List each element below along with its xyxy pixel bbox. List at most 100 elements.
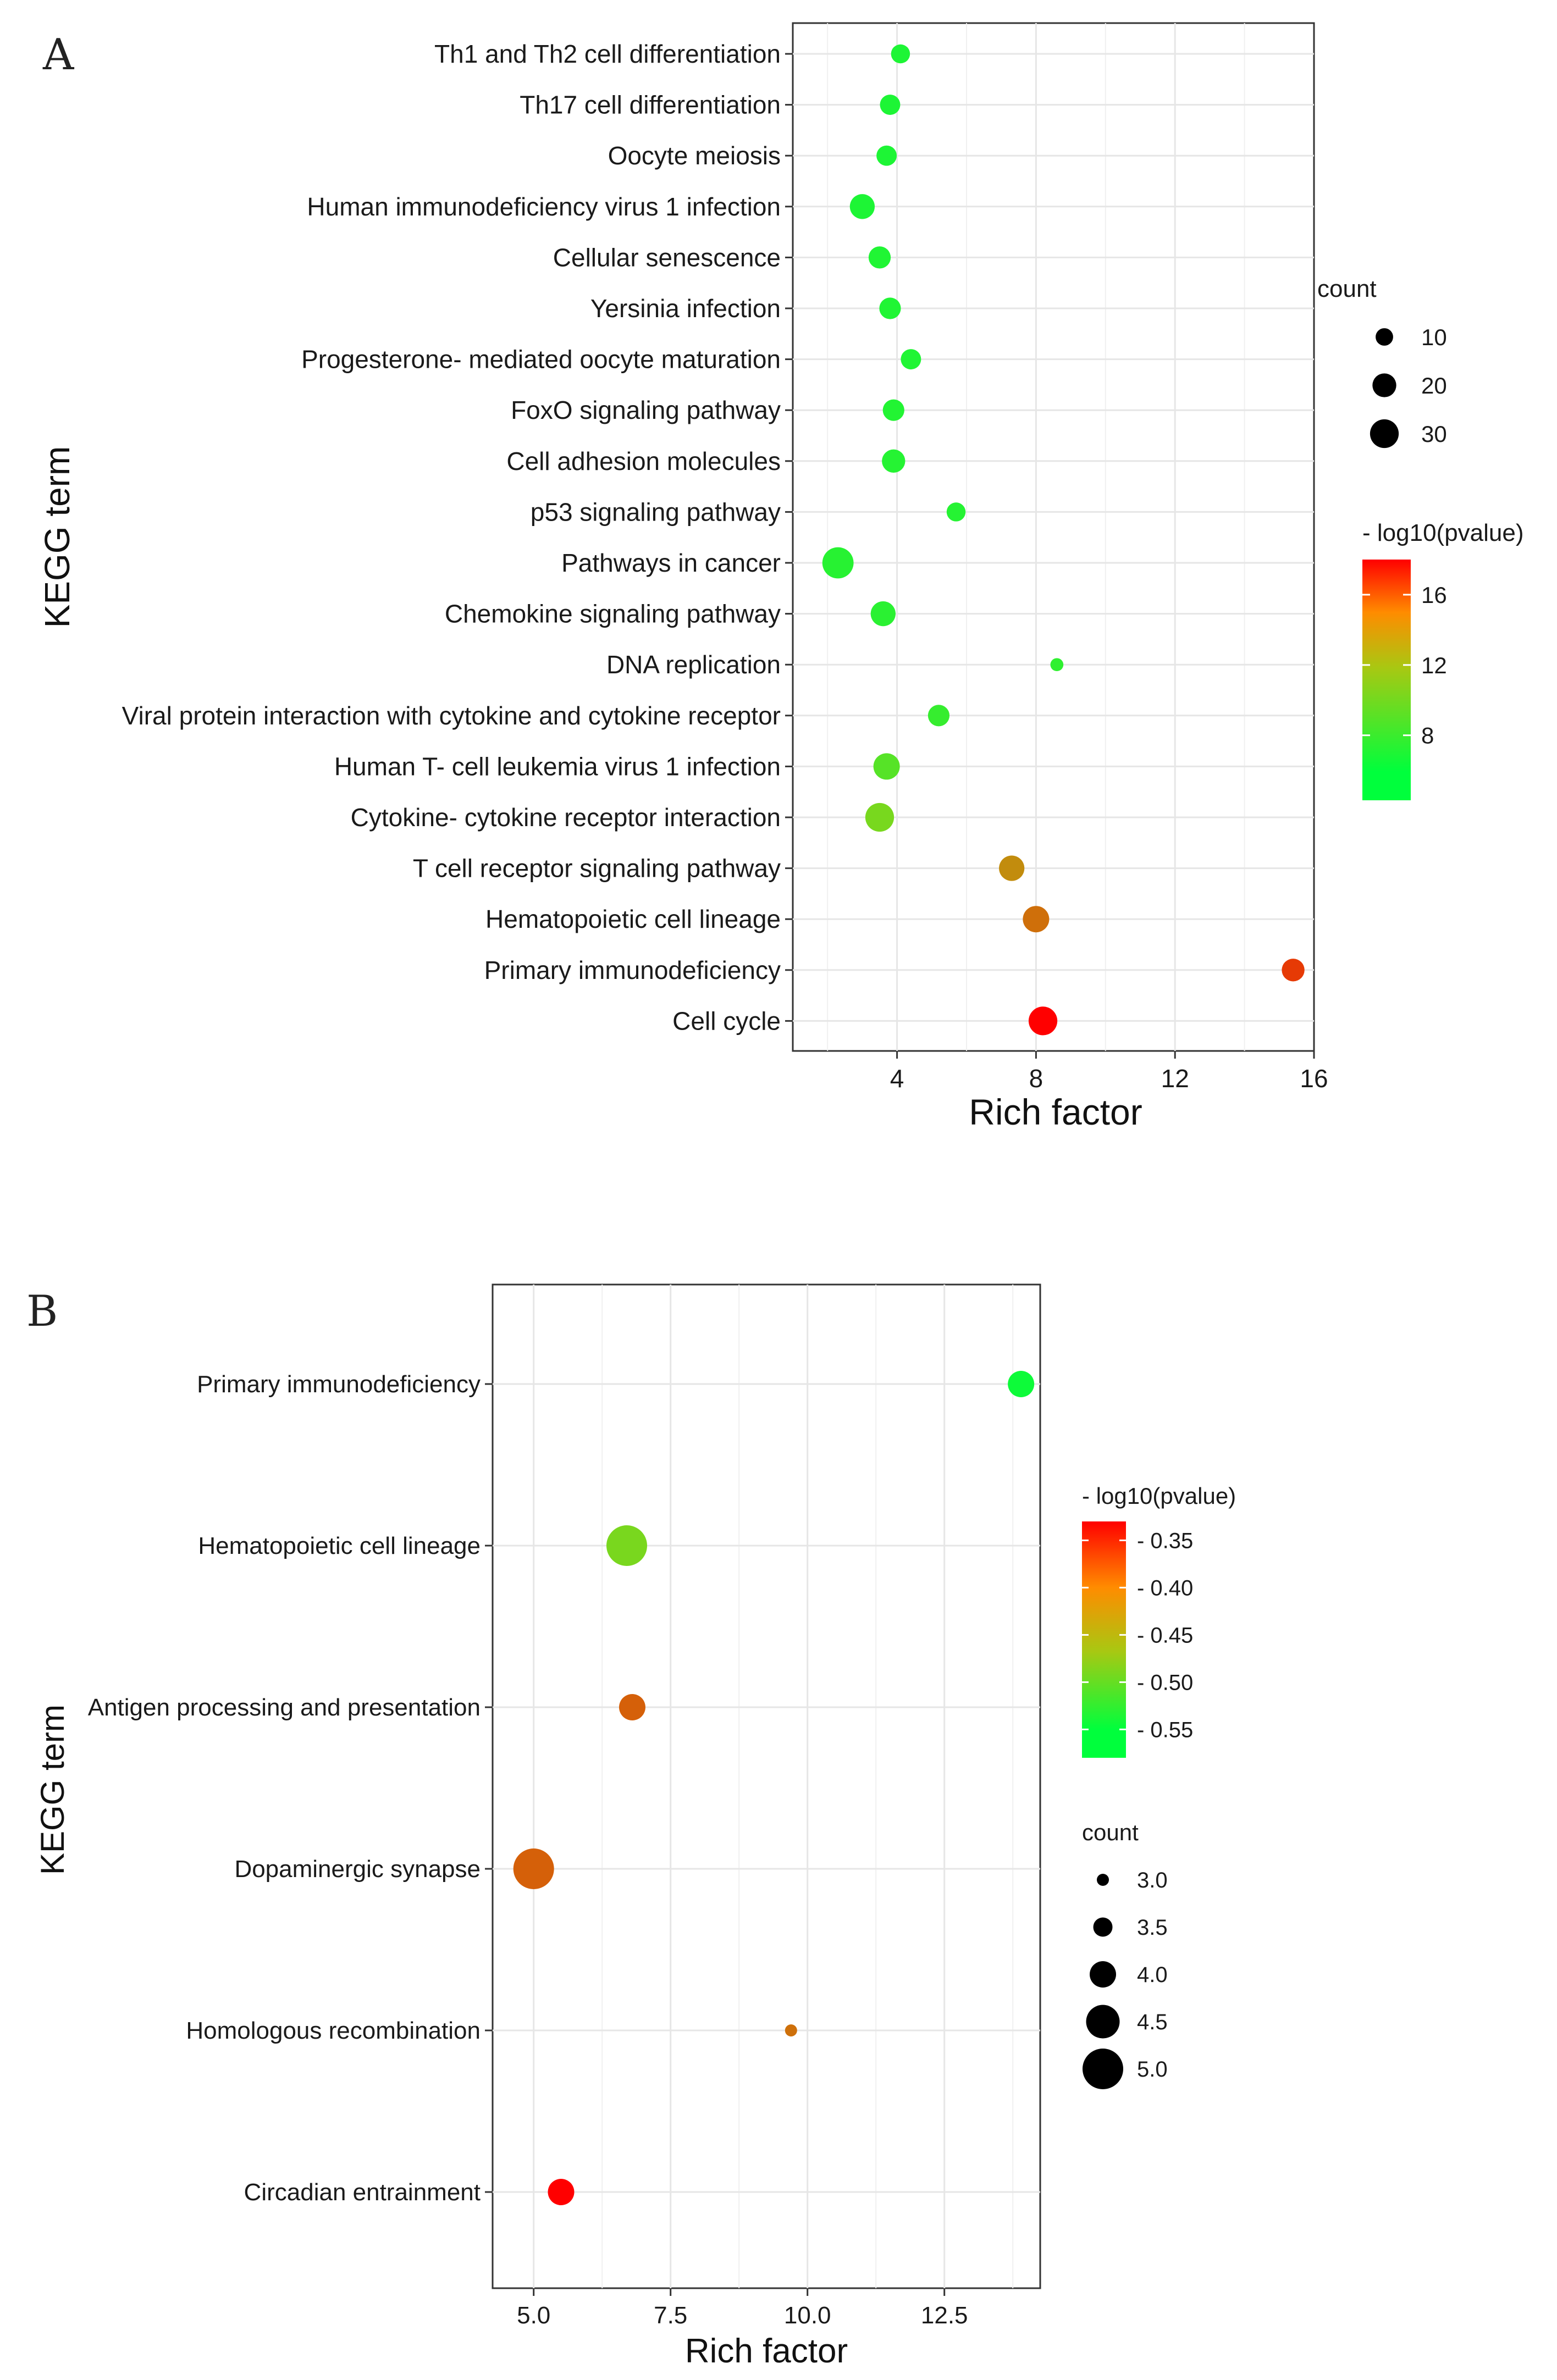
panel-b-ytick-label: Dopaminergic synapse: [234, 1856, 481, 1883]
panel-a-size-legend-label: 30: [1421, 421, 1447, 447]
panel-a-xtick-label: 12: [1161, 1064, 1189, 1093]
panel-b-point: [548, 2179, 575, 2205]
panel-b-size-legend-label: 4.5: [1137, 2010, 1168, 2034]
panel-b-label: B: [26, 1287, 58, 1336]
panel-a-size-legend-label: 10: [1421, 324, 1447, 350]
panel-a-point: [876, 145, 897, 166]
panel-a-ytick-label: Progesterone- mediated oocyte maturation: [301, 345, 781, 374]
panel-a-ytick-label: FoxO signaling pathway: [511, 396, 781, 424]
panel-b-size-legend-label: 3.5: [1137, 1916, 1168, 1940]
panel-b-point: [785, 2024, 797, 2036]
panel-a-colorbar-label: 8: [1421, 723, 1434, 749]
panel-a-ytick-label: Th1 and Th2 cell differentiation: [434, 40, 781, 68]
panel-a-point: [891, 44, 910, 64]
panel-a-point: [1023, 906, 1050, 933]
panel-a-point: [999, 855, 1025, 881]
panel-a-ytick-label: Viral protein interaction with cytokine …: [122, 701, 781, 730]
panel-a-ytick-label: p53 signaling pathway: [531, 497, 781, 526]
panel-a-label: A: [42, 30, 75, 80]
panel-a-ytick-label: Human T- cell leukemia virus 1 infection: [334, 752, 781, 781]
panel-a-ytick-label: Th17 cell differentiation: [520, 91, 781, 119]
panel-a-point: [1050, 658, 1064, 672]
panel-a-ytick-label: Hematopoietic cell lineage: [485, 905, 781, 933]
panel-b-xtick-label: 5.0: [517, 2302, 550, 2329]
panel-b-size-legend-key: [1083, 2049, 1123, 2089]
panel-a-ytick-label: Oocyte meiosis: [608, 141, 781, 170]
panel-a-point: [849, 194, 875, 219]
panel-a-point: [865, 802, 895, 832]
panel-a-ytick-label: T cell receptor signaling pathway: [413, 854, 781, 883]
panel-b-colorbar-label: - 0.45: [1137, 1623, 1193, 1647]
panel-a-point: [901, 349, 921, 370]
panel-a-point: [946, 502, 966, 522]
panel-a-colorbar-label: 12: [1421, 652, 1447, 678]
panel-b-size-legend-key: [1086, 2005, 1120, 2039]
panel-b-ytick-label: Circadian entrainment: [244, 2179, 481, 2206]
panel-a-point: [868, 246, 891, 269]
panel-b-point: [1008, 1371, 1035, 1397]
panel-a-size-legend-label: 20: [1421, 373, 1447, 398]
panel-a-point: [927, 705, 950, 727]
panel-b-ytick-label: Homologous recombination: [186, 2017, 481, 2044]
panel-a-ytick-label: Primary immunodeficiency: [484, 956, 781, 984]
panel-a-point: [879, 297, 901, 319]
panel-b-size-legend-label: 5.0: [1137, 2057, 1168, 2082]
panel-a-point: [880, 95, 901, 115]
panel-b-point: [513, 1848, 554, 1889]
panel-a-x-axis-title: Rich factor: [969, 1092, 1142, 1132]
panel-a-point: [1028, 1006, 1058, 1036]
panel-a-colorbar-label: 16: [1421, 582, 1447, 608]
panel-a-point: [873, 753, 900, 780]
panel-a-ytick-label: Chemokine signaling pathway: [445, 600, 781, 628]
panel-b-ytick-label: Antigen processing and presentation: [88, 1694, 481, 1721]
panel-b-ytick-label: Hematopoietic cell lineage: [198, 1532, 481, 1559]
panel-b-point: [606, 1525, 648, 1566]
panel-b-size-legend-label: 4.0: [1137, 1963, 1168, 1987]
panel-a-ytick-label: Cell cycle: [672, 1006, 781, 1035]
panel-a-colorbar: [1362, 560, 1411, 800]
panel-b-colorbar: [1082, 1521, 1126, 1758]
panel-b-color-legend-title: - log10(pvalue): [1082, 1483, 1236, 1509]
panel-b-size-legend-label: 3.0: [1137, 1868, 1168, 1892]
panel-a-y-axis-title: KEGG term: [37, 446, 77, 628]
panel-a-point: [882, 399, 904, 421]
panel-a-ytick-label: Cytokine- cytokine receptor interaction: [351, 803, 781, 832]
panel-b-size-legend-key: [1090, 1961, 1116, 1988]
panel-b-size-legend-key: [1093, 1917, 1113, 1937]
panel-b-colorbar-label: - 0.40: [1137, 1576, 1193, 1600]
panel-a-plot-border: [792, 22, 1315, 1052]
panel-a-ytick-label: Cell adhesion molecules: [506, 447, 781, 475]
panel-b-point: [619, 1694, 645, 1720]
panel-a-xtick-label: 4: [890, 1064, 904, 1093]
panel-b-colorbar-label: - 0.35: [1137, 1529, 1193, 1553]
panel-b-chart: B Primary immunodeficiency Hematopoietic c…: [26, 1283, 1236, 2370]
panel-b-size-legend-title: count: [1082, 1819, 1139, 1845]
panel-a-point: [882, 449, 906, 473]
panel-a-point: [1282, 959, 1305, 982]
panel-a-point: [822, 547, 854, 579]
panel-a-xtick-label: 16: [1300, 1064, 1328, 1093]
panel-b-y-axis-title: KEGG term: [34, 1704, 71, 1875]
panel-a-chart: A Th1 and Th2 cell differentiation Th17 ce…: [37, 22, 1524, 1132]
panel-b-colorbar-label: - 0.55: [1137, 1718, 1193, 1742]
panel-b-size-legend-key: [1097, 1874, 1109, 1886]
panel-b-xtick-label: 7.5: [654, 2302, 687, 2329]
panel-a-size-legend-key: [1372, 373, 1396, 397]
panel-b-xtick-label: 12.5: [921, 2302, 968, 2329]
panel-b-plot-border: [492, 1283, 1041, 2289]
panel-b-colorbar-label: - 0.50: [1137, 1670, 1193, 1695]
panel-a-size-legend-key: [1376, 328, 1393, 346]
panel-a-ytick-label: DNA replication: [606, 650, 781, 679]
panel-b-ytick-label: Primary immunodeficiency: [197, 1371, 481, 1398]
panel-a-color-legend-title: - log10(pvalue): [1362, 519, 1524, 546]
panel-a-size-legend-key: [1370, 419, 1399, 449]
panel-b-x-axis-title: Rich factor: [685, 2332, 848, 2370]
panel-a-ytick-label: Cellular senescence: [553, 243, 781, 272]
panel-b-xtick-label: 10.0: [784, 2302, 831, 2329]
panel-a-ytick-label: Pathways in cancer: [561, 549, 781, 577]
panel-a-size-legend-title: count: [1317, 275, 1377, 302]
panel-a-ytick-label: Human immunodeficiency virus 1 infection: [307, 192, 781, 221]
panel-a-point: [870, 601, 896, 627]
panel-a-xtick-label: 8: [1029, 1064, 1043, 1093]
